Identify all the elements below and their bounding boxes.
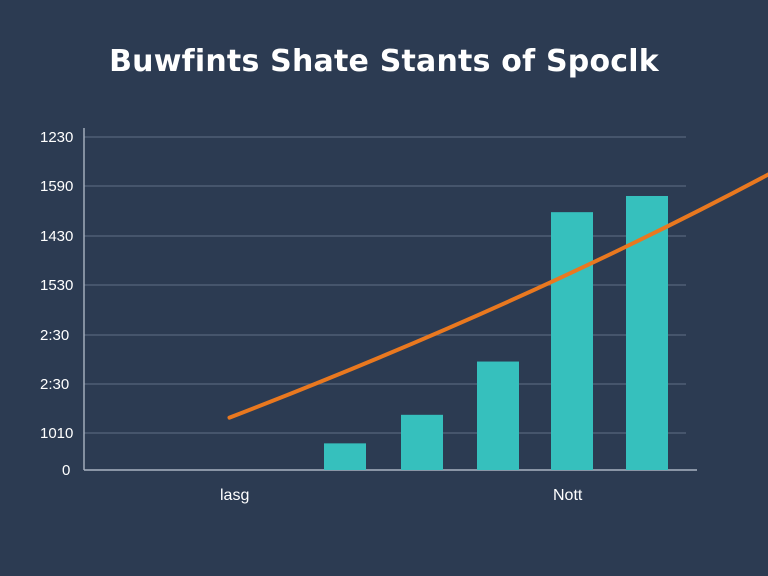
- trend-line: [227, 172, 768, 420]
- y-tick-label: 2:30: [40, 376, 69, 393]
- bar: [401, 414, 443, 470]
- y-tick-label: 2:30: [40, 327, 69, 344]
- y-tick-label: 1430: [40, 228, 73, 245]
- y-tick-label: 1010: [40, 425, 73, 442]
- y-tick-label: 0: [62, 462, 70, 479]
- x-tick-label: lasg: [220, 487, 249, 504]
- y-tick-label: 1590: [40, 178, 73, 195]
- chart-title: Buwfints Shate Stants of Spoclk: [109, 44, 659, 79]
- x-tick-label: Nott: [553, 487, 583, 504]
- bar: [324, 443, 366, 470]
- y-tick-label: 1230: [40, 129, 73, 146]
- y-tick-label: 1530: [40, 277, 73, 294]
- bar: [477, 361, 519, 470]
- bar: [551, 212, 593, 471]
